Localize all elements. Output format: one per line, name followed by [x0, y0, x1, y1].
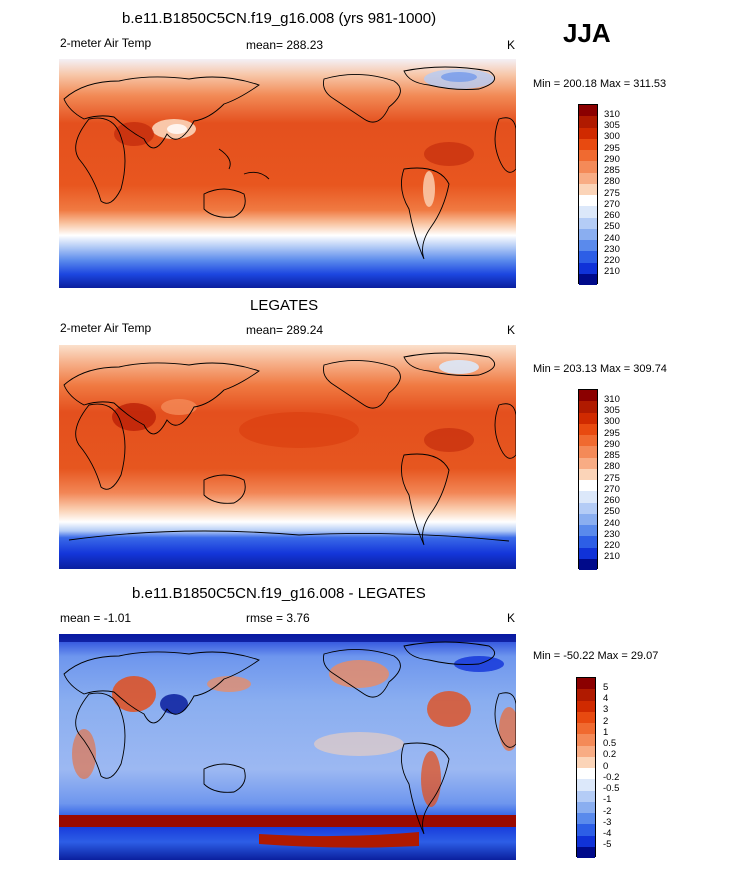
cb1-tick: 285	[604, 165, 620, 176]
temperature-colorbar-2	[578, 389, 598, 570]
cb1-tick: 230	[604, 244, 620, 255]
cb1-tick: 290	[604, 154, 620, 165]
panel3-mean-label: mean = -1.01	[60, 611, 132, 625]
panel3-rmse-label: rmse = 3.76	[246, 611, 310, 625]
cb2-tick: 240	[604, 518, 620, 529]
cb1-tick: 240	[604, 233, 620, 244]
panel2-minmax: Min = 203.13 Max = 309.74	[533, 363, 667, 375]
cb1-tick: 295	[604, 143, 620, 154]
season-label: JJA	[563, 18, 611, 48]
cb2-tick: 300	[604, 416, 620, 427]
cb3-tick: -1	[603, 794, 612, 805]
cb3-tick: 0.2	[603, 749, 617, 760]
cb1-tick: 210	[604, 266, 620, 277]
cb3-tick: 4	[603, 693, 609, 704]
panel1-title: b.e11.B1850C5CN.f19_g16.008 (yrs 981-100…	[122, 10, 437, 27]
panel1-variable-label: 2-meter Air Temp	[60, 36, 152, 50]
panel3-minmax: Min = -50.22 Max = 29.07	[533, 650, 659, 662]
panel1-map	[59, 59, 516, 288]
cb2-tick: 230	[604, 529, 620, 540]
cb2-tick: 250	[604, 506, 620, 517]
cb1-tick: 310	[604, 109, 620, 120]
cb2-tick: 280	[604, 461, 620, 472]
cb2-tick: 210	[604, 551, 620, 562]
cb2-tick: 285	[604, 450, 620, 461]
cb2-tick: 310	[604, 394, 620, 405]
cb3-tick: -4	[603, 828, 612, 839]
cb3-tick: 1	[603, 727, 609, 738]
cb2-tick: 295	[604, 428, 620, 439]
cb1-tick: 275	[604, 188, 620, 199]
panel3-title: b.e11.B1850C5CN.f19_g16.008 - LEGATES	[132, 585, 426, 602]
cb1-tick: 280	[604, 176, 620, 187]
cb1-tick: 260	[604, 210, 620, 221]
difference-colorbar	[576, 677, 596, 858]
cb1-tick: 300	[604, 131, 620, 142]
panel3-units-label: K	[507, 611, 516, 625]
cb1-tick: 250	[604, 221, 620, 232]
cb3-tick: -5	[603, 839, 612, 850]
cb1-tick: 270	[604, 199, 620, 210]
cb2-tick: 290	[604, 439, 620, 450]
cb3-tick: -2	[603, 806, 612, 817]
panel1-mean-label: mean= 288.23	[246, 38, 324, 52]
panel2-units-label: K	[507, 323, 516, 337]
cb3-tick: -0.2	[603, 772, 620, 783]
cb3-tick: 0.5	[603, 738, 617, 749]
cb3-tick: 3	[603, 704, 609, 715]
panel1-units-label: K	[507, 38, 516, 52]
cb2-tick: 270	[604, 484, 620, 495]
panel3-map	[59, 634, 516, 860]
cb3-tick: 5	[603, 682, 609, 693]
temperature-colorbar-1	[578, 104, 598, 285]
cb3-tick: -3	[603, 817, 612, 828]
cb3-tick: -0.5	[603, 783, 620, 794]
cb3-tick: 2	[603, 716, 609, 727]
cb3-tick: 0	[603, 761, 609, 772]
cb2-tick: 260	[604, 495, 620, 506]
panel1-minmax: Min = 200.18 Max = 311.53	[533, 78, 667, 90]
cb1-tick: 220	[604, 255, 620, 266]
panel2-title: LEGATES	[250, 297, 319, 314]
panel2-variable-label: 2-meter Air Temp	[60, 321, 152, 335]
panel2-mean-label: mean= 289.24	[246, 323, 324, 337]
cb2-tick: 305	[604, 405, 620, 416]
cb1-tick: 305	[604, 120, 620, 131]
cb2-tick: 220	[604, 540, 620, 551]
cb2-tick: 275	[604, 473, 620, 484]
panel2-map	[59, 345, 516, 569]
